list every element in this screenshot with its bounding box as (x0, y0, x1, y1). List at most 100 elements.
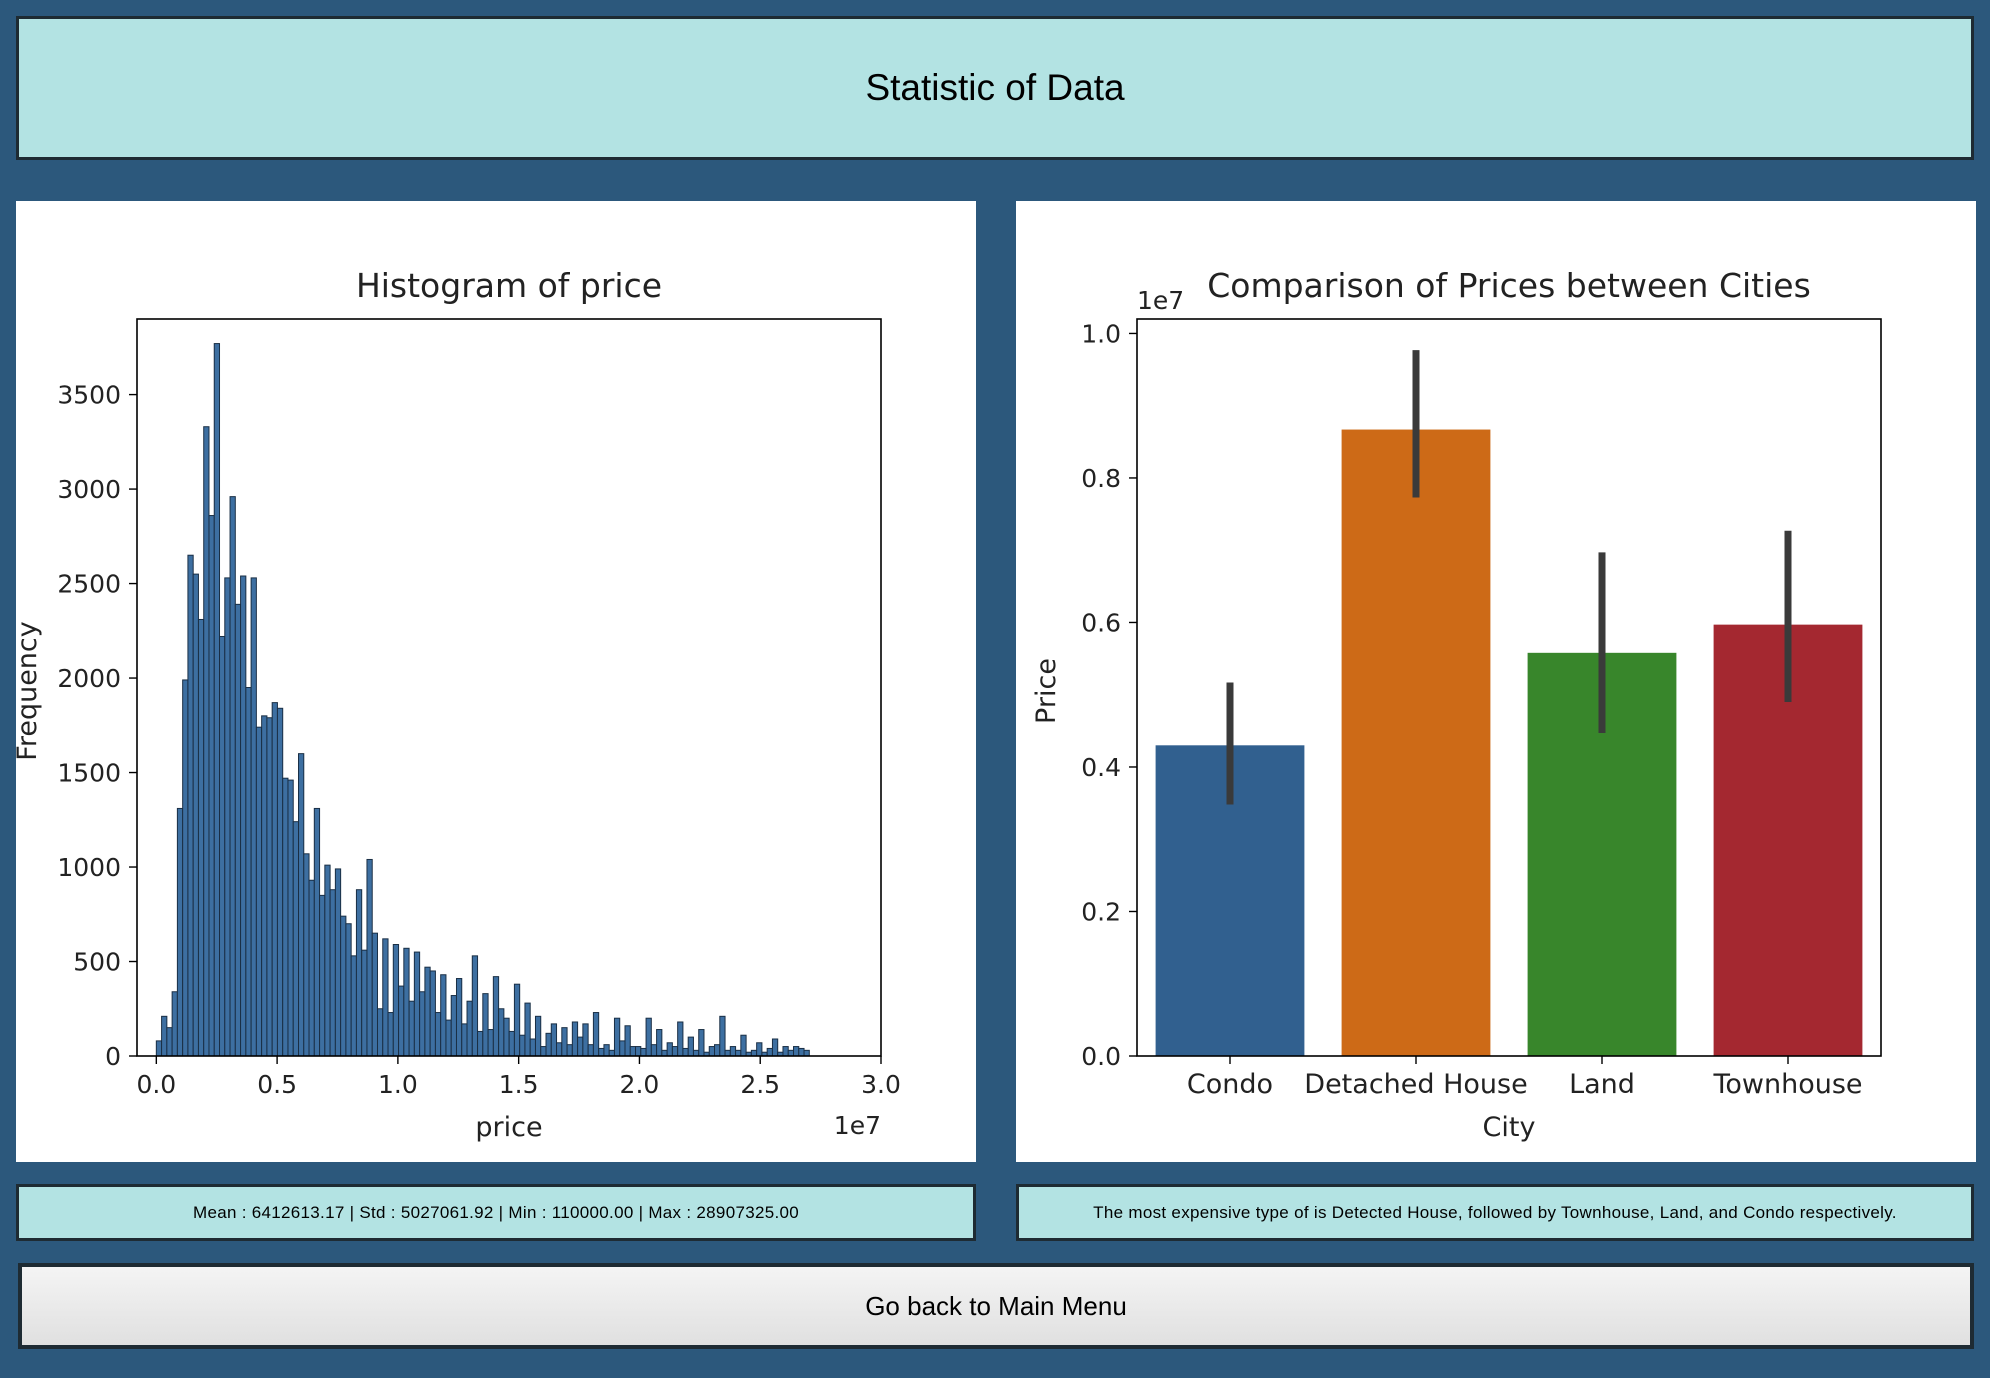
histogram-bar (408, 1000, 415, 1057)
back-to-main-menu-label: Go back to Main Menu (865, 1290, 1127, 1321)
histogram-bar (587, 1044, 594, 1057)
histogram-bar (419, 991, 426, 1057)
histogram-bar (698, 1029, 705, 1057)
histogram-bar (540, 1046, 547, 1057)
histogram-bar (487, 1029, 494, 1057)
histogram-bar (161, 1015, 168, 1057)
histogram-bar (771, 1038, 779, 1057)
histogram-bar (308, 879, 315, 1057)
histogram-bar (376, 1008, 384, 1057)
histogram-bar (313, 807, 321, 1057)
histogram-bar (224, 577, 231, 1057)
histogram-bar (524, 1002, 531, 1057)
histogram-bar (566, 1044, 573, 1057)
histogram-bar (282, 777, 289, 1057)
histogram-bar (340, 915, 347, 1057)
histogram-bar (582, 1023, 589, 1057)
histogram-bar (455, 978, 463, 1057)
histogram-bar (361, 949, 368, 1057)
histogram-bar (782, 1046, 789, 1057)
histogram-bar (219, 635, 226, 1057)
histogram-bar (213, 343, 221, 1057)
bar-y-tick-label: 0.0 (1081, 1042, 1121, 1071)
histogram-bar (613, 1017, 621, 1057)
histogram-y-tick-label: 1000 (57, 853, 121, 882)
histogram-bar (619, 1040, 626, 1057)
histogram-bar (645, 1017, 652, 1057)
bar-x-tick-label: Detached House (1304, 1069, 1527, 1100)
histogram-bar (677, 1021, 684, 1057)
histogram-bar (556, 1042, 563, 1057)
histogram-bar (577, 1036, 584, 1057)
histogram-bar (266, 717, 273, 1057)
histogram-x-tick-label: 3.0 (861, 1070, 901, 1099)
histogram-bar (571, 1021, 579, 1057)
bar-axes-frame (1136, 318, 1882, 1057)
histogram-bar (534, 1015, 542, 1057)
histogram-title: Histogram of price (356, 266, 662, 305)
histogram-bar (640, 1047, 647, 1057)
histogram-bar (271, 702, 278, 1057)
histogram-bar (234, 603, 242, 1057)
histogram-bar (803, 1049, 810, 1057)
histogram-panel: 0.0 0.5 1.0 1.5 2.0 2.5 3.0 0 500 1000 1500 2000 250… (16, 201, 976, 1162)
histogram-bar (398, 985, 405, 1057)
price-insight-text: The most expensive type of is Detected H… (1093, 1202, 1897, 1222)
histogram-axes-frame (136, 318, 882, 1057)
histogram-x-offset-label: 1e7 (834, 1111, 881, 1140)
histogram-bar (766, 1047, 773, 1057)
histogram-bar (250, 577, 257, 1057)
histogram-chart: 0.0 0.5 1.0 1.5 2.0 2.5 3.0 0 500 1000 1500 2000 250… (16, 266, 901, 1143)
histogram-bar (319, 894, 326, 1057)
histogram-bar (529, 1038, 536, 1057)
histogram-bar (687, 1036, 694, 1057)
histogram-bar (498, 1008, 505, 1057)
histogram-bar (756, 1042, 763, 1057)
histogram-bar (714, 1044, 721, 1057)
histogram-bar (255, 726, 263, 1057)
histogram-bar (635, 1046, 642, 1057)
histogram-bar (445, 1019, 452, 1057)
histogram-x-tick-label: 1.5 (499, 1070, 539, 1099)
histogram-bar (682, 1047, 689, 1057)
histogram-bar (166, 1027, 173, 1057)
histogram-bar (466, 1000, 473, 1057)
histogram-x-tick-label: 0.0 (136, 1070, 176, 1099)
histogram-bar (334, 868, 342, 1057)
histogram-y-tick-label: 0 (105, 1042, 121, 1071)
bar-x-tick-label: Townhouse (1712, 1069, 1862, 1100)
histogram-x-axis-label: price (475, 1112, 542, 1143)
histogram-bar (740, 1034, 747, 1057)
histogram-bar (708, 1046, 716, 1057)
histogram-y-tick-label: 500 (73, 948, 121, 977)
histogram-bar (298, 753, 305, 1057)
histogram-bar (793, 1046, 800, 1057)
histogram-x-tick-label: 0.5 (257, 1070, 297, 1099)
histogram-bar (592, 1012, 600, 1057)
histogram-bar (629, 1046, 637, 1057)
bar-chart-title: Comparison of Prices between Cities (1207, 266, 1811, 305)
histogram-bar (350, 955, 357, 1057)
histogram-bar (561, 1027, 568, 1057)
bar-y-tick-label: 0.8 (1081, 464, 1121, 493)
back-to-main-menu-button[interactable]: Go back to Main Menu (18, 1263, 1974, 1349)
page-title-text: Statistic of Data (865, 67, 1125, 108)
histogram-x-tick-label: 2.0 (620, 1070, 660, 1099)
histogram-y-axis-label: Frequency (16, 621, 43, 761)
bar-x-tick-label: Land (1569, 1069, 1635, 1100)
page-title: Statistic of Data (16, 16, 1974, 160)
histogram-y-tick-label: 2000 (57, 664, 121, 693)
histogram-bar (245, 687, 252, 1057)
histogram-bar (719, 1015, 726, 1057)
histogram-bar (276, 707, 284, 1057)
histogram-y-tick-label: 3500 (57, 381, 121, 410)
histogram-bar (750, 1049, 758, 1057)
bar-y-tick-label: 0.2 (1081, 897, 1121, 926)
barchart-panel: Condo Detached House Land Townhouse 0.0 0.2 0.… (1016, 201, 1976, 1162)
histogram-y-tick-label: 3000 (57, 475, 121, 504)
histogram-bar (461, 1023, 468, 1057)
histogram-bar (155, 1040, 163, 1057)
histogram-bar (450, 995, 457, 1057)
histogram-bar (545, 1032, 552, 1057)
histogram-bar (692, 1049, 700, 1057)
